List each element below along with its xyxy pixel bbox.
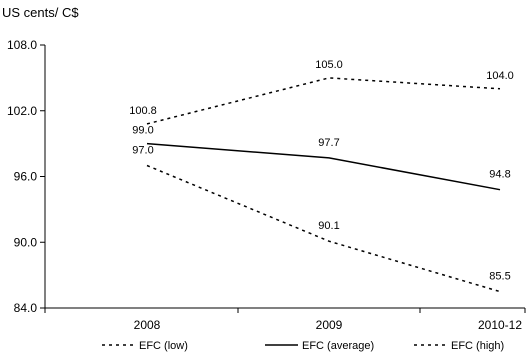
data-label: 85.5 [489, 271, 510, 283]
series-line [146, 77, 501, 125]
y-tick-label: 90.0 [14, 235, 38, 249]
y-tick-label: 84.0 [14, 301, 38, 315]
y-tick-label: 108.0 [7, 38, 37, 52]
axes: 84.0 90.0 96.0 102.0 108.0 2008 2009 2010-12 [7, 38, 526, 332]
data-label: 94.8 [489, 169, 510, 181]
data-label: 99.0 [132, 125, 153, 137]
series-lines [146, 77, 501, 293]
y-tick-label: 96.0 [14, 170, 38, 184]
y-tick-label: 102.0 [7, 104, 37, 118]
legend-label: EFC (low) [139, 340, 188, 352]
data-label: 97.7 [318, 137, 339, 149]
data-label: 105.0 [315, 59, 343, 71]
x-tick-label: 2010-12 [478, 318, 522, 332]
data-label: 97.0 [132, 145, 153, 157]
data-label: 90.1 [318, 220, 339, 232]
legend: EFC (low) EFC (average) EFC (high) [102, 340, 504, 352]
data-label: 104.0 [486, 70, 514, 82]
x-tick-label: 2008 [134, 318, 161, 332]
x-tick-label: 2009 [316, 318, 343, 332]
series-line [146, 164, 501, 293]
series-line [146, 142, 501, 191]
legend-label: EFC (high) [451, 340, 504, 352]
data-labels: 97.0 90.1 85.5 99.0 97.7 94.8 100.8 105.0 104.0 [129, 59, 514, 283]
y-axis-label: US cents/ C$ [2, 5, 79, 20]
legend-label: EFC (average) [302, 340, 374, 352]
data-label: 100.8 [129, 105, 157, 117]
